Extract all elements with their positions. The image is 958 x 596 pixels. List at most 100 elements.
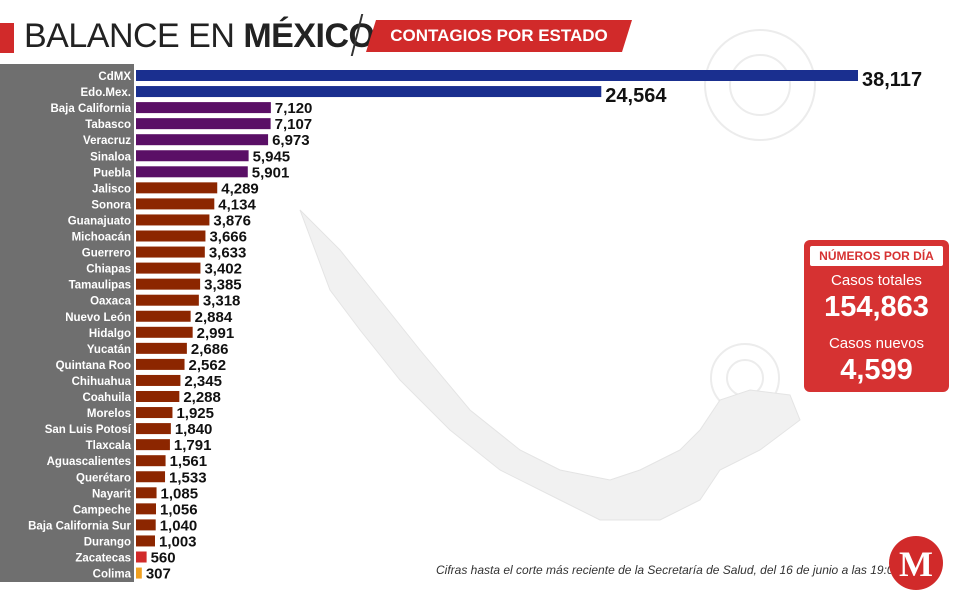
footnote: Cifras hasta el corte más reciente de la… (436, 563, 937, 577)
bar (136, 326, 193, 338)
value-label: 24,564 (605, 85, 667, 107)
bar (136, 150, 249, 162)
value-label: 1,003 (159, 533, 197, 550)
daily-stats-box: NÚMEROS POR DÍA Casos totales 154,863 Ca… (804, 240, 949, 392)
value-label: 7,107 (275, 116, 313, 133)
logo-letter: M (899, 544, 933, 584)
category-label: Hidalgo (89, 328, 131, 340)
page-title: BALANCE EN MÉXICO (24, 17, 375, 56)
value-label: 3,876 (213, 212, 251, 229)
new-cases-value: 4,599 (840, 354, 913, 386)
bar (136, 374, 181, 386)
category-label: San Luis Potosí (45, 424, 132, 436)
bar (136, 439, 170, 451)
value-label: 2,345 (184, 373, 222, 390)
category-label: Colima (93, 569, 132, 581)
value-label: 1,840 (175, 421, 213, 438)
category-label: Coahuila (82, 392, 131, 404)
category-label: Morelos (87, 408, 131, 420)
title-accent (0, 23, 14, 53)
stats-header: NÚMEROS POR DÍA (810, 246, 943, 266)
category-label: Guanajuato (68, 215, 131, 227)
milenio-logo: M (889, 536, 943, 590)
bar (136, 471, 166, 483)
bar (136, 310, 191, 322)
bar (136, 246, 205, 258)
category-label: Baja California Sur (28, 520, 131, 532)
value-label: 5,901 (252, 164, 290, 181)
bar (136, 342, 187, 354)
category-label: Nuevo León (65, 312, 131, 324)
value-label: 1,085 (161, 485, 199, 502)
value-label: 4,134 (218, 196, 256, 213)
value-label: 2,686 (191, 341, 229, 358)
title-light: BALANCE EN (24, 17, 244, 55)
bar (136, 551, 147, 563)
bar (136, 198, 215, 210)
category-label: Guerrero (82, 248, 131, 260)
bar (136, 166, 248, 178)
value-label: 3,633 (209, 245, 247, 262)
bar (136, 70, 858, 81)
value-label: 3,318 (203, 293, 241, 310)
value-label: 1,056 (160, 501, 198, 518)
subtitle-banner: CONTAGIOS POR ESTADO (366, 20, 632, 52)
bar (136, 102, 271, 114)
category-label: Sonora (91, 199, 131, 211)
value-label: 2,991 (197, 325, 235, 342)
bar (136, 455, 166, 467)
header: BALANCE EN MÉXICO CONTAGIOS POR ESTADO (0, 0, 958, 60)
total-cases-label: Casos totales (831, 272, 922, 289)
bar (136, 358, 185, 370)
category-label: Tamaulipas (69, 280, 131, 292)
category-label: Durango (84, 536, 131, 548)
bar (136, 262, 201, 274)
bar (136, 278, 201, 290)
value-label: 307 (146, 566, 171, 583)
new-cases-label: Casos nuevos (828, 335, 925, 352)
bar (136, 118, 271, 130)
value-label: 3,666 (209, 229, 247, 246)
category-label: Querétaro (76, 472, 131, 484)
category-label: CdMX (98, 71, 131, 83)
category-label: Tlaxcala (86, 440, 132, 452)
bar (136, 230, 206, 242)
category-label: Tabasco (85, 119, 131, 131)
value-label: 3,402 (204, 261, 242, 278)
value-label: 6,973 (272, 132, 310, 149)
value-label: 1,040 (160, 517, 198, 534)
value-label: 5,945 (253, 148, 291, 165)
category-label: Puebla (93, 167, 131, 179)
category-label: Campeche (73, 504, 131, 516)
value-label: 3,385 (204, 277, 242, 294)
category-label: Quintana Roo (56, 360, 131, 372)
category-label: Jalisco (92, 183, 131, 195)
bar (136, 182, 218, 194)
bar (136, 535, 155, 547)
bar (136, 391, 180, 402)
category-label: Michoacán (72, 232, 131, 244)
bar (136, 423, 171, 435)
bar (136, 134, 269, 146)
category-label: Aguascalientes (47, 456, 131, 468)
value-label: 1,533 (169, 469, 207, 486)
bar (136, 503, 157, 515)
value-label: 4,289 (221, 180, 259, 197)
value-label: 38,117 (862, 69, 922, 91)
value-label: 2,288 (183, 389, 221, 406)
category-label: Veracruz (83, 135, 131, 147)
value-label: 1,791 (174, 437, 212, 454)
state-label-panel (0, 64, 134, 582)
category-label: Oaxaca (90, 296, 132, 308)
category-label: Yucatán (87, 344, 131, 356)
value-label: 2,562 (189, 357, 227, 374)
bar (136, 519, 156, 531)
bar (136, 214, 210, 226)
category-label: Baja California (50, 103, 131, 115)
value-label: 2,884 (195, 309, 233, 326)
value-label: 560 (151, 550, 176, 567)
bar-chart: CdMX 38,117 Edo.Mex. 24,564 Baja California 7… (28, 69, 922, 583)
bar (136, 407, 173, 419)
category-label: Chiapas (86, 264, 131, 276)
